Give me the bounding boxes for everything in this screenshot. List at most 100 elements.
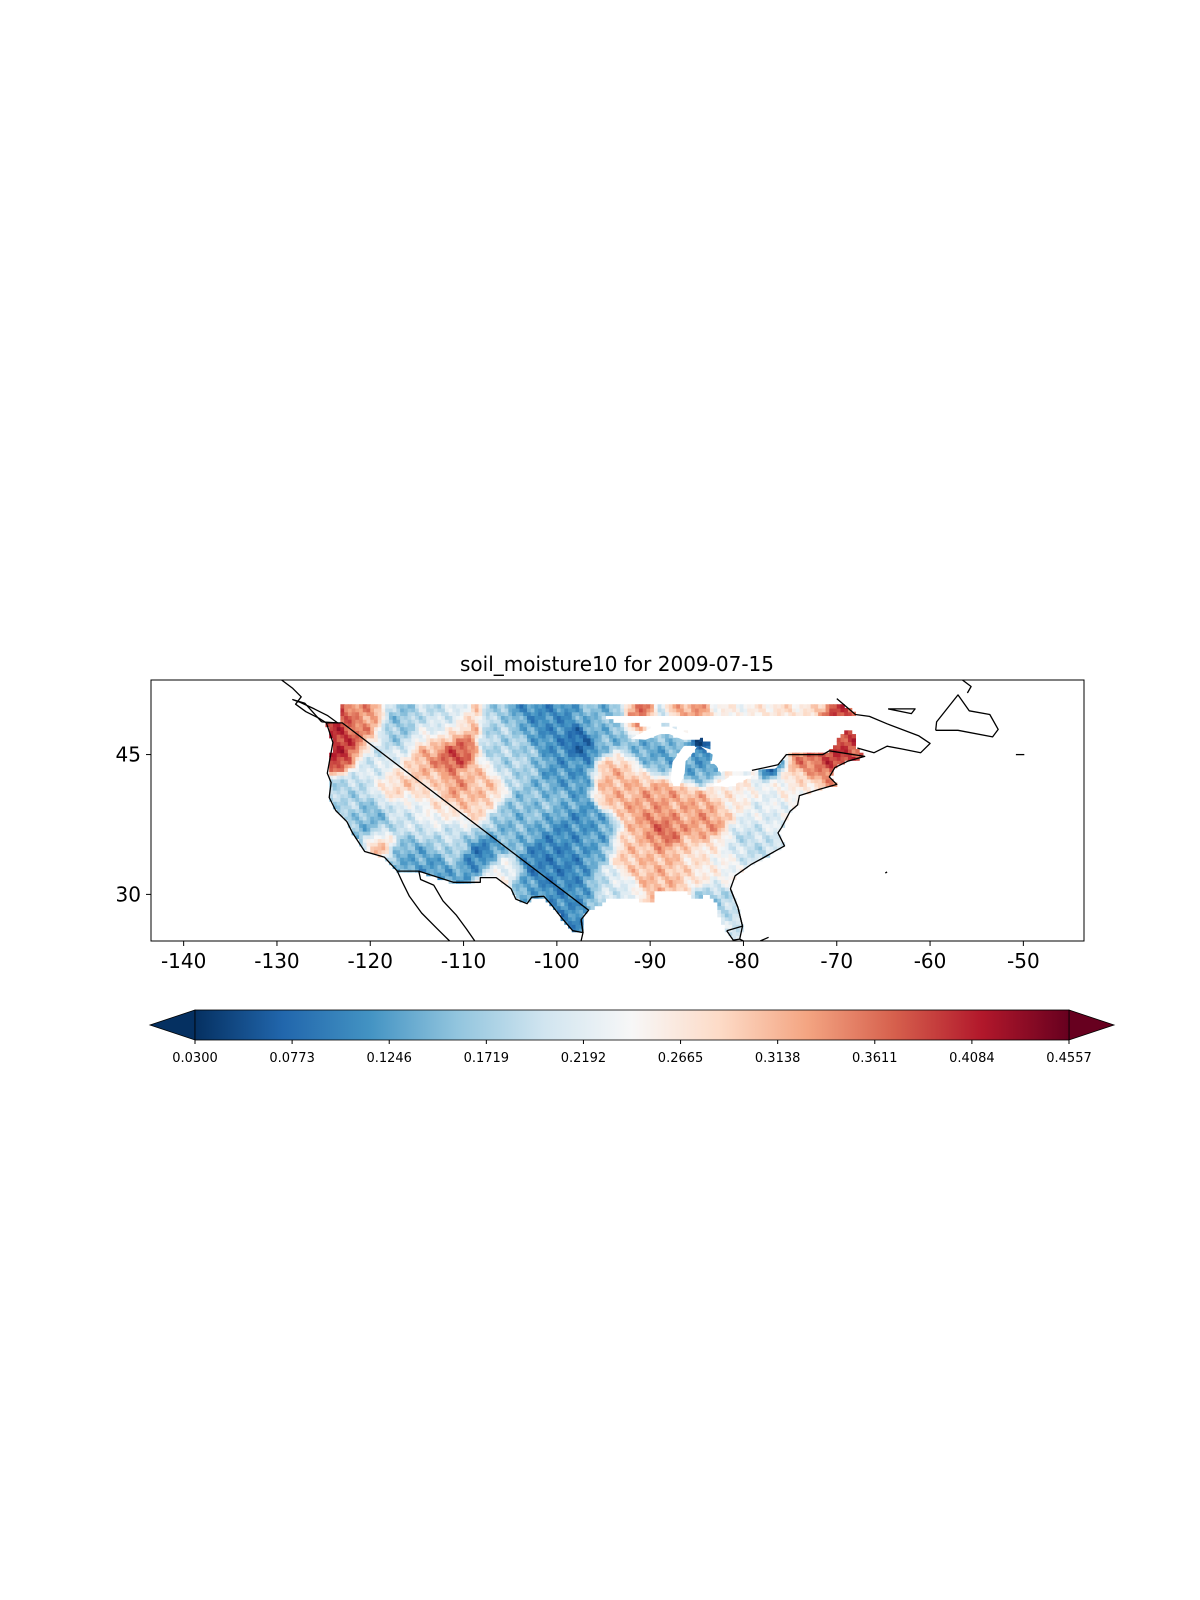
field-cell bbox=[366, 812, 371, 817]
field-cell bbox=[534, 763, 539, 769]
field-cell bbox=[568, 879, 573, 884]
field-cell bbox=[616, 745, 621, 750]
field-cell bbox=[497, 864, 502, 869]
field-cell bbox=[355, 782, 360, 787]
field-cell bbox=[825, 771, 830, 776]
field-cell bbox=[672, 879, 677, 884]
field-cell bbox=[605, 741, 610, 746]
field-cell bbox=[754, 786, 759, 791]
field-cell bbox=[530, 741, 536, 746]
field-cell bbox=[538, 890, 543, 895]
field-cell bbox=[691, 864, 696, 869]
field-cell bbox=[728, 883, 733, 888]
field-cell bbox=[332, 775, 338, 780]
field-cell bbox=[631, 786, 636, 791]
field-cell bbox=[332, 771, 338, 776]
field-cell bbox=[590, 745, 595, 750]
field-cell bbox=[706, 842, 711, 847]
field-cell bbox=[620, 845, 625, 851]
field-cell bbox=[691, 838, 696, 843]
field-cell bbox=[575, 786, 580, 791]
field-cell bbox=[624, 812, 629, 817]
field-cell bbox=[777, 797, 782, 802]
field-cell bbox=[616, 849, 621, 854]
field-cell bbox=[702, 812, 707, 817]
field-cell bbox=[650, 812, 655, 817]
field-cell bbox=[635, 804, 640, 810]
field-cell bbox=[448, 778, 453, 784]
field-cell bbox=[706, 760, 711, 765]
field-cell bbox=[609, 775, 614, 780]
field-cell bbox=[370, 789, 375, 795]
field-cell bbox=[627, 853, 633, 858]
field-cell bbox=[407, 849, 412, 854]
field-cell bbox=[377, 831, 383, 836]
field-cell bbox=[680, 853, 685, 858]
field-cell bbox=[485, 786, 491, 791]
field-cell bbox=[508, 808, 513, 813]
field-cell bbox=[818, 763, 823, 769]
field-cell bbox=[355, 789, 360, 795]
field-cell bbox=[564, 823, 569, 828]
field-cell bbox=[359, 734, 364, 739]
field-cell bbox=[530, 845, 536, 851]
field-cell bbox=[407, 864, 412, 869]
field-cell bbox=[784, 763, 789, 769]
field-cell bbox=[340, 801, 345, 806]
field-cell bbox=[456, 823, 461, 828]
field-cell bbox=[605, 827, 610, 832]
field-cell bbox=[344, 771, 349, 776]
field-cell bbox=[437, 760, 442, 765]
field-cell bbox=[624, 748, 629, 754]
field-cell bbox=[653, 845, 659, 851]
field-cell bbox=[456, 804, 461, 810]
field-cell bbox=[482, 857, 487, 862]
field-cell bbox=[605, 804, 610, 810]
field-cell bbox=[717, 864, 722, 869]
field-cell bbox=[668, 816, 674, 821]
field-cell bbox=[665, 853, 670, 858]
field-cell bbox=[594, 778, 599, 784]
field-cell bbox=[791, 778, 797, 784]
field-cell bbox=[355, 756, 360, 761]
field-cell bbox=[668, 823, 674, 828]
field-cell bbox=[579, 913, 584, 918]
field-cell bbox=[717, 823, 722, 828]
field-cell bbox=[366, 804, 371, 810]
field-cell bbox=[713, 898, 718, 903]
field-cell bbox=[575, 801, 580, 806]
field-cell bbox=[631, 804, 636, 810]
field-cell bbox=[694, 849, 700, 854]
field-cell bbox=[441, 760, 446, 765]
field-cell bbox=[601, 756, 606, 761]
field-cell bbox=[571, 801, 577, 806]
field-cell bbox=[582, 868, 588, 873]
field-cell bbox=[556, 823, 562, 828]
field-cell bbox=[683, 853, 689, 858]
field-cell bbox=[743, 831, 748, 836]
field-cell bbox=[463, 816, 468, 821]
field-cell bbox=[709, 767, 715, 772]
field-cell bbox=[844, 756, 849, 761]
field-cell bbox=[467, 812, 472, 817]
field-cell bbox=[650, 875, 655, 881]
field-cell bbox=[433, 849, 439, 854]
field-cell bbox=[515, 741, 521, 746]
field-cell bbox=[415, 857, 420, 862]
field-cell bbox=[362, 793, 368, 799]
field-cell bbox=[739, 819, 745, 825]
field-cell bbox=[452, 730, 457, 735]
field-cell bbox=[474, 778, 480, 784]
field-cell bbox=[396, 819, 401, 825]
field-cell bbox=[769, 816, 774, 821]
field-cell bbox=[359, 760, 364, 765]
field-cell bbox=[620, 834, 625, 840]
field-cell bbox=[721, 886, 726, 892]
field-cell bbox=[504, 789, 509, 795]
field-cell bbox=[672, 797, 677, 802]
field-cell bbox=[456, 827, 461, 832]
field-cell bbox=[508, 875, 513, 881]
field-cell bbox=[582, 879, 588, 884]
field-cell bbox=[612, 745, 618, 750]
field-cell bbox=[631, 894, 636, 899]
